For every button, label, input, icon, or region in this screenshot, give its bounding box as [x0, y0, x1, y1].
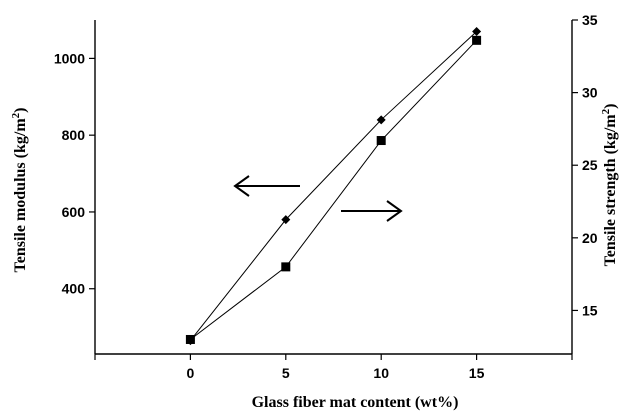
- y-right-tick-label: 30: [582, 85, 598, 101]
- y-right-tick-label: 35: [582, 12, 598, 28]
- y-left-tick-label: 800: [62, 127, 86, 143]
- series-layer: [185, 27, 482, 346]
- x-axis-title: Glass fiber mat content (wt%): [252, 394, 459, 411]
- y-left-axis-title-main: Tensile modulus (kg/m: [12, 118, 29, 273]
- series-2-point: [472, 35, 482, 45]
- y-left-axis-title: Tensile modulus (kg/m2): [10, 108, 29, 273]
- series-2-line: [190, 39, 477, 340]
- y-left-tick-label: 600: [62, 204, 86, 220]
- series-2-point: [376, 136, 386, 146]
- series-1-point: [376, 115, 386, 125]
- series-2-point: [185, 334, 195, 344]
- series-1-line: [190, 31, 477, 341]
- axes: [94, 20, 573, 355]
- y-left-tick-label: 1000: [54, 50, 85, 66]
- annotations: [233, 175, 403, 222]
- y-right-tick-label: 25: [582, 157, 598, 173]
- series-1-point: [472, 27, 482, 37]
- y-right-tick-label: 20: [582, 230, 598, 246]
- left-arrow-head: [233, 175, 250, 197]
- y-right-axis-title-main: Tensile strength (kg/m: [602, 114, 619, 267]
- right-arrow-head: [386, 200, 403, 222]
- x-tick-label: 5: [282, 365, 290, 381]
- y-left-axis-title-sup: 2: [10, 112, 22, 118]
- x-tick-label: 15: [469, 365, 485, 381]
- y-right-axis-title-sup: 2: [600, 108, 612, 114]
- y-right-tick-label: 15: [582, 302, 598, 318]
- y-right-axis-title: Tensile strength (kg/m2): [600, 104, 619, 267]
- y-left-tick-label: 400: [62, 281, 86, 297]
- series-2-point: [281, 262, 291, 272]
- series-1-point: [281, 215, 291, 225]
- y-left-axis-title-close: ): [12, 108, 29, 113]
- ticks: 0 5 10 15 400 600 800 1000 15 20 25 30 35: [54, 12, 598, 381]
- y-right-axis-title-close: ): [602, 104, 619, 109]
- x-tick-label: 0: [187, 365, 195, 381]
- x-tick-label: 10: [373, 365, 389, 381]
